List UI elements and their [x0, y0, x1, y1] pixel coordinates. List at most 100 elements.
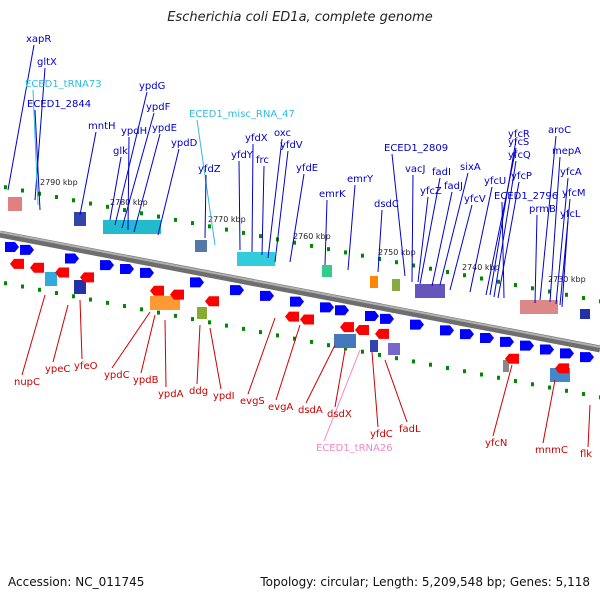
kbp-tick-label-6: 2730 kbp [548, 275, 586, 284]
bottom-gene-label-15: yfcN [485, 438, 507, 449]
leader-line-19 [347, 184, 356, 271]
gene-labels: xapR gltX ECED1_tRNA73 ECED1_2844 mntH ypdG yp… [14, 34, 592, 460]
feature-block-10 [580, 309, 590, 319]
forward-gene-arrow-12 [365, 310, 379, 321]
tick-mark-1-106 [106, 300, 109, 305]
leader-line-20 [324, 199, 328, 266]
leader-line-8 [133, 133, 161, 233]
feature-block-2 [103, 220, 161, 234]
reverse-gene-arrow-12 [505, 353, 519, 364]
leader-line-18 [289, 173, 305, 263]
bottom-leader-line-17 [587, 404, 591, 448]
gene-label-0: xapR [26, 34, 51, 45]
gene-label-4: mntH [88, 121, 116, 132]
bottom-gene-label-5: ypdA [158, 389, 184, 400]
bottom-leader-line-13 [384, 359, 408, 423]
gene-label-30: yfcS [508, 137, 529, 148]
tick-mark-0-89 [89, 201, 92, 206]
feature-block-0 [8, 197, 22, 211]
forward-gene-arrow-4 [120, 264, 134, 274]
tick-mark-0-412 [412, 263, 415, 268]
forward-gene-arrow-11 [335, 305, 349, 316]
tick-mark-0-174 [174, 217, 177, 222]
tick-mark-1-89 [89, 297, 92, 302]
gene-label-19: emrY [347, 174, 374, 185]
feature-block-1 [74, 212, 86, 226]
forward-gene-arrow-20 [540, 344, 554, 355]
kbp-tick-label-4: 2750 kbp [378, 248, 416, 257]
reverse-gene-arrow-4 [150, 285, 164, 296]
tick-mark-1-21 [21, 284, 24, 289]
figure-title: Escherichia coli ED1a, complete genome [167, 10, 433, 25]
tick-mark-1-140 [140, 307, 143, 312]
genome-summary-text: Topology: circular; Length: 5,209,548 bp… [260, 575, 590, 589]
leader-line-34 [501, 201, 505, 299]
tick-mark-1-463 [463, 369, 466, 374]
tick-mark-1-4 [4, 281, 7, 286]
leader-line-40 [561, 219, 569, 308]
gene-label-28: yfcV [464, 194, 486, 205]
leader-line-12 [267, 138, 283, 259]
tick-mark-0-157 [157, 214, 160, 219]
forward-gene-arrow-14 [410, 319, 424, 330]
tick-mark-0-327 [327, 247, 330, 252]
gene-label-29: yfcU [484, 176, 506, 187]
reverse-gene-arrow-5 [170, 289, 184, 300]
bottom-leader-line-9 [275, 324, 301, 401]
leader-line-5 [114, 91, 148, 226]
bottom-leader-line-7 [209, 327, 222, 390]
gene-label-11: ECED1_misc_RNA_47 [189, 109, 295, 120]
tick-mark-0-208 [208, 224, 211, 229]
leader-line-13 [251, 143, 254, 253]
leader-line-7 [127, 136, 130, 231]
leader-line-22 [377, 209, 383, 273]
bottom-gene-label-8: evgS [240, 396, 265, 407]
kbp-tick-label-0: 2790 kbp [40, 178, 78, 187]
tick-mark-0-463 [463, 273, 466, 278]
tick-mark-1-38 [38, 287, 41, 292]
tick-mark-0-55 [55, 195, 58, 200]
forward-gene-arrow-10 [320, 302, 334, 313]
tick-mark-0-582 [582, 296, 585, 301]
accession-text: Accession: NC_011745 [8, 575, 145, 589]
tick-mark-1-497 [497, 375, 500, 380]
leader-line-3 [34, 109, 41, 211]
tick-mark-0-565 [565, 292, 568, 297]
reverse-gene-arrow-11 [375, 328, 389, 339]
gene-label-38: yfcM [562, 188, 586, 199]
gene-label-31: yfcR [508, 129, 530, 140]
leader-line-29 [469, 186, 493, 293]
gene-label-15: yfdY [231, 150, 254, 161]
tick-mark-0-310 [310, 243, 313, 248]
bottom-leader-line-2 [79, 299, 83, 360]
gene-label-16: frc [256, 155, 269, 166]
gene-label-6: ypdF [146, 102, 171, 113]
tick-mark-0-21 [21, 188, 24, 193]
genome-backbone [0, 230, 600, 353]
kbp-tick-label-3: 2760 kbp [293, 232, 331, 241]
tick-mark-0-140 [140, 211, 143, 216]
feature-block-3 [195, 240, 207, 252]
tick-mark-0-548 [548, 289, 551, 294]
bottom-leader-line-12 [371, 351, 379, 428]
gene-label-24: fadI [432, 167, 451, 178]
forward-gene-arrow-19 [520, 340, 534, 351]
bottom-gene-label-3: ypdC [104, 370, 130, 381]
leader-line-21 [391, 153, 406, 277]
tick-mark-0-106 [106, 204, 109, 209]
bottom-leader-line-4 [140, 314, 156, 374]
reverse-gene-arrow-2 [55, 267, 69, 278]
leader-line-15 [238, 160, 241, 251]
reverse-gene-arrow-3 [80, 272, 94, 283]
forward-gene-arrow-17 [480, 333, 494, 343]
gene-label-7: ypdH [121, 126, 147, 137]
reverse-gene-arrow-9 [340, 322, 354, 333]
gene-label-35: aroC [548, 125, 571, 136]
gene-label-39: prmB [529, 204, 556, 215]
gene-label-26: fadJ [444, 181, 463, 192]
tick-mark-1-259 [259, 330, 262, 335]
bottom-gene-label-17: flk [580, 449, 592, 460]
leader-line-36 [549, 156, 561, 303]
forward-gene-arrow-5 [140, 267, 154, 278]
